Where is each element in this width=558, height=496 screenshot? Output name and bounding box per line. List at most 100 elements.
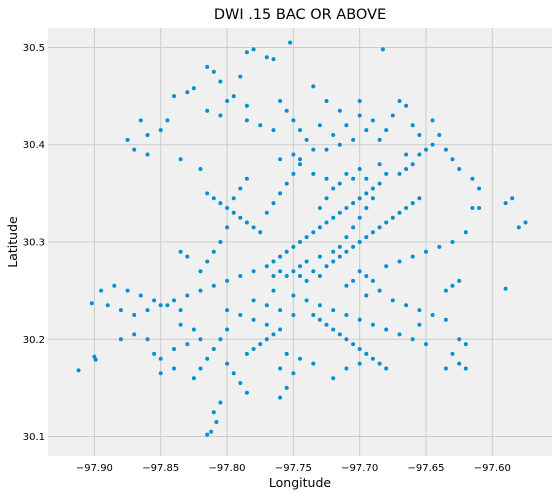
scatter-point [278,254,283,259]
scatter-point [304,278,309,283]
scatter-point [397,99,402,103]
scatter-point [231,371,236,376]
scatter-point [264,210,269,215]
scatter-point [251,225,256,230]
scatter-point [145,308,150,313]
scatter-point [185,90,190,95]
scatter-point [264,264,269,269]
scatter-point [430,142,435,147]
scatter-point [278,327,283,332]
scatter-point [344,171,349,176]
scatter-point [397,210,402,215]
scatter-point [251,347,256,351]
y-tick-label: 30.1 [23,432,45,443]
scatter-point [311,171,316,176]
scatter-point [443,366,448,371]
scatter-point [384,128,389,133]
scatter-point [357,347,362,351]
y-tick-label: 30.2 [23,335,45,346]
scatter-point [284,274,289,278]
scatter-point [523,220,528,225]
scatter-point [172,94,176,99]
scatter-point [311,269,316,274]
scatter-point [384,366,389,371]
scatter-point [304,259,309,264]
scatter-point [370,322,375,327]
scatter-point [165,303,170,308]
scatter-point [278,395,283,400]
scatter-point [510,196,515,201]
scatter-point [410,201,415,206]
scatter-point [390,298,395,303]
scatter-point [298,264,302,269]
scatter-point [370,196,375,201]
scatter-point [344,337,349,342]
scatter-point [404,303,409,308]
scatter-point [125,288,130,293]
scatter-point [331,249,336,254]
scatter-point [364,176,369,181]
scatter-point [76,368,81,373]
scatter-point [364,128,369,133]
scatter-point [364,235,369,240]
scatter-point [218,201,223,206]
scatter-point [324,220,329,225]
scatter-point [191,327,196,332]
scatter-point [384,327,389,332]
scatter-point [357,215,362,220]
scatter-point [351,176,356,181]
scatter-point [264,322,269,327]
scatter-point [357,361,362,366]
scatter-point [470,176,475,181]
scatter-point [357,196,362,201]
scatter-point [93,357,98,362]
data-points [76,40,528,437]
scatter-point [214,420,219,424]
scatter-point [178,308,183,313]
scatter-point [291,152,296,157]
x-tick-label: −97.75 [275,463,312,474]
scatter-point [185,254,190,259]
scatter-point [331,133,336,137]
scatter-point [311,84,316,89]
scatter-point [198,366,203,371]
scatter-point [118,337,123,342]
scatter-point [271,288,276,293]
scatter-point [205,432,210,437]
scatter-point [205,191,210,196]
scatter-point [152,351,157,356]
scatter-point [357,99,362,103]
scatter-point [410,337,415,342]
scatter-point [278,99,283,103]
scatter-point [390,113,395,118]
scatter-point [404,206,409,210]
scatter-point [457,361,462,366]
scatter-point [351,278,356,283]
scatter-point [191,86,196,91]
scatter-point [317,123,322,128]
scatter-point [178,249,183,254]
scatter-point [278,157,283,162]
scatter-point [397,259,402,264]
scatter-point [311,230,316,235]
scatter-point [331,259,336,264]
scatter-point [225,206,230,210]
scatter-point [284,108,289,113]
scatter-point [238,186,243,191]
scatter-point [424,342,428,347]
scatter-point [211,196,216,201]
scatter-point [271,332,276,337]
scatter-point [158,303,163,308]
scatter-point [244,50,249,55]
scatter-point [132,147,137,152]
scatter-point [443,317,448,322]
scatter-point [351,137,356,142]
scatter-point [172,347,176,351]
scatter-point [344,123,349,128]
scatter-point [364,191,369,196]
scatter-point [284,249,289,254]
scatter-point [370,118,375,123]
scatter-point [331,186,336,191]
scatter-point [271,201,276,206]
scatter-point [291,269,296,274]
